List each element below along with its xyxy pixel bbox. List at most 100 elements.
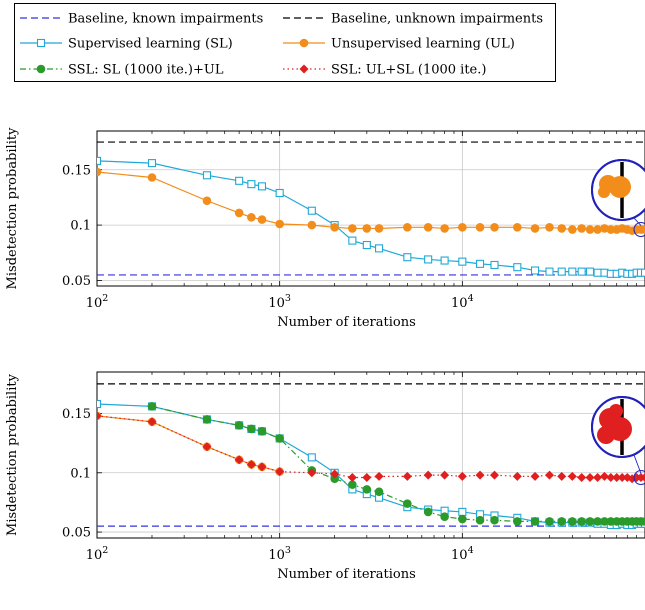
point-sl — [403, 253, 412, 262]
legend-marker — [299, 64, 309, 74]
point-ssl_ulsl — [402, 471, 412, 481]
legend-entry-ssl_ulsl: SSL: UL+SL (1000 ite.) — [283, 63, 486, 78]
point-ssl_slul — [423, 507, 433, 517]
x-axis-label: Number of iterations — [277, 567, 416, 582]
legend: Baseline, known impairments Baseline, unk… — [14, 3, 556, 82]
x-tick-label: 102 — [86, 545, 109, 563]
series-group — [97, 383, 645, 530]
point-ssl_slul — [545, 517, 554, 526]
point-ssl_ulsl — [440, 470, 450, 480]
point-ul — [202, 196, 212, 206]
point-sl — [475, 259, 485, 268]
series-ssl_ulsl — [97, 415, 645, 480]
point-sl — [458, 507, 467, 516]
zoom-inset — [591, 159, 645, 238]
legend-label: Baseline, unknown impairments — [331, 12, 543, 27]
point-ssl_slul — [234, 421, 244, 430]
legend-entry-ssl_slul: SSL: SL (1000 ite.)+UL — [20, 63, 224, 78]
legend-entry-baseline_known: Baseline, known impairments — [20, 12, 263, 27]
point-sl — [307, 453, 316, 462]
point-ssl_ulsl — [612, 473, 622, 483]
point-sl — [307, 206, 316, 215]
x-axis-label: Number of iterations — [277, 315, 416, 330]
point-ul — [458, 223, 467, 232]
point-ul — [374, 224, 384, 233]
x-tick-label: 103 — [268, 293, 291, 311]
point-sl — [440, 256, 449, 265]
legend-label: Supervised learning (SL) — [68, 37, 233, 52]
series-sl — [97, 403, 645, 526]
point-sl — [202, 171, 212, 180]
point-ssl_slul — [513, 517, 522, 526]
y-tick-label: 0.05 — [62, 526, 91, 541]
point-ssl_ulsl — [97, 411, 102, 421]
y-tick-label: 0.1 — [70, 219, 91, 234]
top-plot: 102 103 104 0.05 0.1 0.15 Number of iterations… — [5, 127, 645, 330]
point-ssl_ulsl — [347, 473, 357, 483]
point-ssl_slul — [585, 517, 595, 526]
zoom-marker-cluster — [598, 186, 610, 198]
point-sl — [275, 188, 284, 198]
point-sl — [362, 240, 371, 250]
point-ssl_slul — [403, 499, 412, 508]
point-sl — [490, 260, 499, 270]
point-ssl_ulsl — [307, 468, 317, 478]
zoom-circle-border — [591, 396, 645, 458]
point-sl — [257, 182, 267, 191]
point-ssl_ulsl — [330, 469, 340, 479]
legend-label: SSL: UL+SL (1000 ite.) — [331, 63, 486, 78]
point-sl — [640, 268, 645, 277]
point-ul — [490, 223, 499, 232]
y-tick-label: 0.1 — [70, 466, 91, 481]
point-ssl_ulsl — [475, 470, 485, 480]
point-ul — [557, 224, 567, 233]
point-sl — [545, 267, 554, 276]
point-sl — [147, 159, 157, 168]
point-sl — [557, 267, 566, 276]
legend-label: Unsupervised learning (UL) — [331, 37, 515, 52]
point-sl — [97, 156, 102, 165]
x-tick-label: 103 — [268, 545, 291, 563]
point-ssl_ulsl — [557, 471, 567, 481]
point-ul — [257, 215, 267, 224]
point-ssl_ulsl — [577, 473, 587, 483]
point-ul — [147, 173, 157, 182]
legend-label: Baseline, known impairments — [68, 12, 263, 27]
point-ssl_ulsl — [362, 473, 372, 483]
point-ul — [423, 223, 433, 232]
point-ul — [545, 223, 554, 232]
point-ul — [530, 224, 540, 233]
point-ssl_slul — [530, 517, 540, 526]
point-ssl_ulsl — [544, 470, 554, 480]
point-ssl_ulsl — [246, 459, 256, 469]
legend-marker — [36, 38, 46, 48]
point-sl — [348, 236, 357, 245]
point-sl — [374, 244, 384, 253]
point-ssl_slul — [640, 517, 645, 526]
point-sl — [593, 268, 602, 277]
point-ul — [330, 223, 339, 232]
point-ssl_ulsl — [599, 471, 609, 481]
point-ssl_ulsl — [147, 417, 157, 427]
point-sl — [568, 267, 577, 276]
point-ssl_slul — [458, 514, 467, 524]
zoom-target-ring — [633, 222, 645, 238]
point-sl — [424, 255, 433, 264]
point-ssl_slul — [247, 424, 256, 434]
legend-entry-baseline_unknown: Baseline, unknown impairments — [283, 12, 543, 27]
point-ul — [475, 223, 485, 232]
x-tick-label: 104 — [451, 545, 474, 563]
y-tick-label: 0.15 — [62, 163, 91, 178]
point-ssl_ulsl — [567, 471, 577, 481]
point-ssl_slul — [568, 517, 577, 526]
plot-frame — [96, 130, 645, 287]
point-ul — [307, 220, 317, 230]
point-ssl_slul — [557, 517, 567, 526]
point-ssl_slul — [202, 415, 212, 424]
legend-marker — [299, 38, 309, 48]
point-ul — [440, 224, 449, 233]
point-ssl_ulsl — [423, 470, 433, 480]
point-ul — [234, 208, 244, 218]
point-ssl_ulsl — [202, 442, 212, 452]
point-ul — [97, 167, 102, 177]
